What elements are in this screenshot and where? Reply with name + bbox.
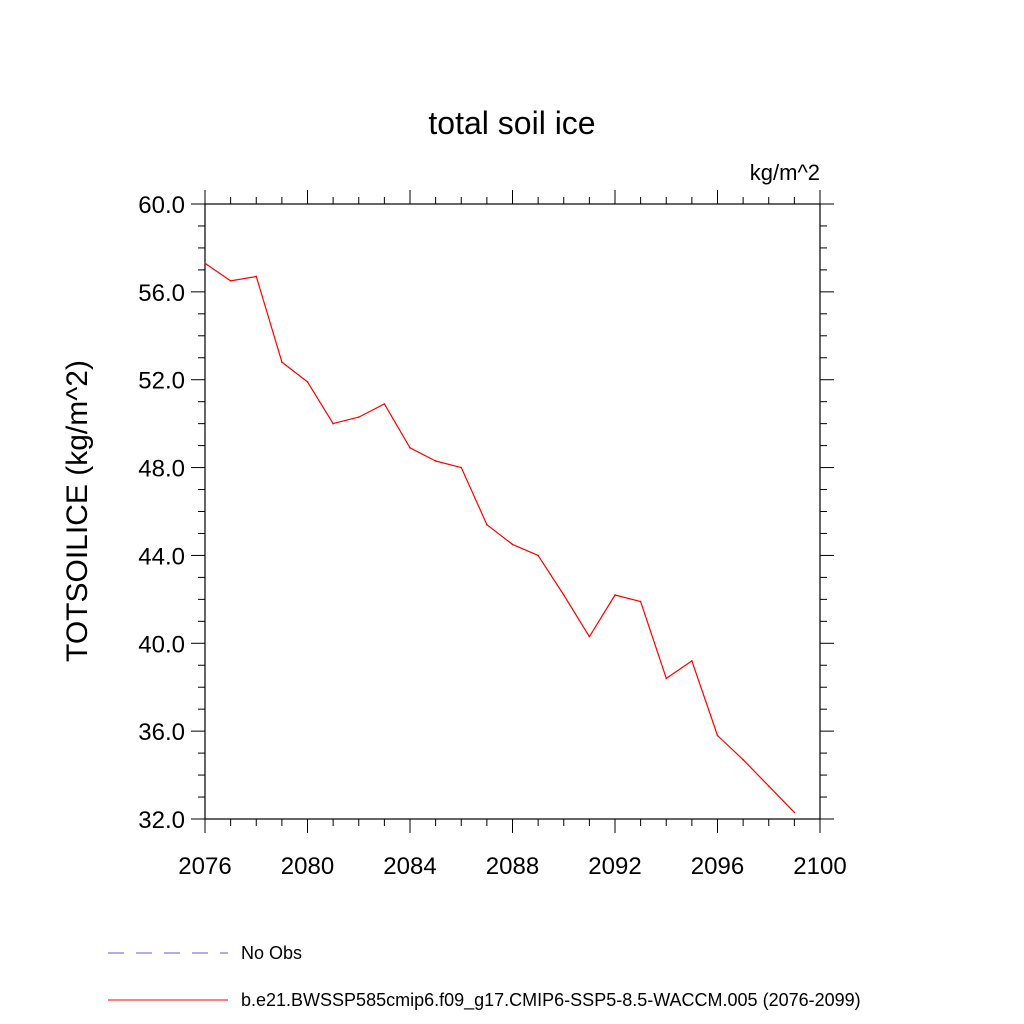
data-point: [793, 811, 796, 814]
data-point: [614, 594, 616, 596]
series-line: [204, 262, 795, 813]
x-tick-label: 2100: [793, 853, 846, 880]
y-tick-label: 36.0: [138, 719, 185, 746]
y-tick-label: 56.0: [138, 280, 185, 307]
data-point: [204, 262, 206, 265]
y-tick-label: 60.0: [138, 192, 185, 219]
y-tick-label: 32.0: [138, 807, 185, 834]
data-point: [486, 523, 488, 526]
units-label: kg/m^2: [750, 160, 820, 185]
data-point: [383, 403, 386, 405]
x-tick-label: 2084: [383, 853, 436, 880]
data-point: [767, 785, 770, 787]
x-tick-label: 2088: [486, 853, 539, 880]
y-tick-label: 48.0: [138, 456, 185, 483]
y-tick-label: 44.0: [138, 543, 185, 570]
data-point: [665, 677, 668, 680]
x-tick-label: 2076: [178, 853, 231, 880]
data-point: [639, 600, 642, 603]
x-tick-label: 2092: [588, 853, 641, 880]
data-point: [716, 734, 719, 737]
data-point: [588, 635, 591, 638]
chart-title: total soil ice: [428, 105, 595, 141]
data-point: [537, 554, 539, 557]
data-point: [434, 460, 437, 462]
y-axis-label: TOTSOILICE (kg/m^2): [61, 360, 94, 662]
data-point: [255, 275, 258, 278]
data-point: [742, 758, 744, 761]
x-tick-label: 2080: [281, 853, 334, 880]
data-point: [306, 381, 309, 383]
data-point: [357, 416, 360, 418]
data-point: [562, 594, 565, 596]
data-point: [229, 280, 232, 282]
series-layer: [204, 262, 796, 814]
data-point: [332, 422, 334, 425]
legend-label: b.e21.BWSSP585cmip6.f09_g17.CMIP6-SSP5-8…: [241, 990, 861, 1011]
data-point: [691, 660, 693, 662]
y-tick-label: 40.0: [138, 631, 185, 658]
data-point: [460, 466, 463, 469]
data-point: [281, 361, 283, 363]
y-tick-label: 52.0: [138, 368, 185, 395]
x-tick-label: 2096: [691, 853, 744, 880]
legend-label: No Obs: [241, 943, 302, 963]
data-point: [409, 447, 411, 449]
axes: 2076 2080 2084 2088 2092 2096 2100 32.0 36.0 40.0…: [138, 190, 847, 880]
data-point: [511, 543, 514, 546]
plot-frame: [204, 203, 821, 820]
legend: No Obs b.e21.BWSSP585cmip6.f09_g17.CMIP6-…: [108, 943, 861, 1011]
